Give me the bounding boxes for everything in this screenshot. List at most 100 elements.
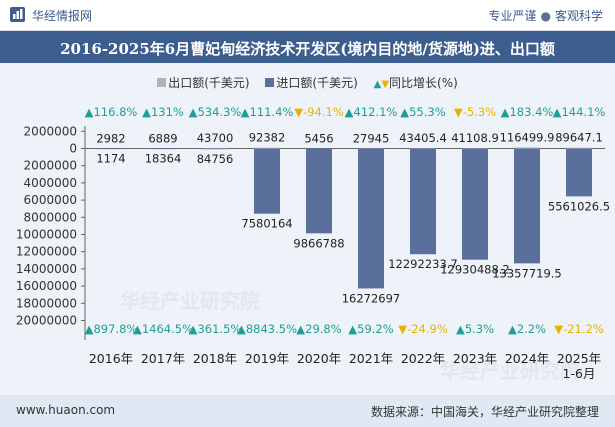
import-bar <box>462 148 488 260</box>
y-tick-label: 2000000 <box>24 159 77 173</box>
import-growth-label: ▲2.2% <box>508 322 546 336</box>
x-tick-label: 2016年 <box>89 351 133 366</box>
chart-legend: 出口额(千美元) 进口额(千美元) ▲▼同比增长(%) <box>0 74 615 91</box>
export-value-label: 116499.9 <box>500 130 555 144</box>
y-tick-label: 6000000 <box>24 193 77 207</box>
x-tick-label: 2023年 <box>453 351 497 366</box>
export-growth-label: ▼-5.3% <box>454 105 496 119</box>
footer-website: www.huaon.com <box>16 403 116 417</box>
import-bar <box>254 148 280 214</box>
export-bar <box>566 147 592 149</box>
export-bar <box>410 148 436 149</box>
slogan-left: 专业严谨 <box>488 9 537 23</box>
watermark-left: 华经产业研究院 <box>120 289 260 313</box>
import-value-label: 13357719.5 <box>492 266 562 280</box>
brand-logo-icon <box>10 7 25 22</box>
export-value-label: 43405.4 <box>399 131 447 145</box>
import-bar <box>150 148 176 150</box>
x-tick-label: 2024年 <box>505 351 549 366</box>
export-bar <box>202 148 228 149</box>
export-value-label: 92382 <box>249 131 286 145</box>
y-tick-label: 8000000 <box>24 210 77 224</box>
import-value-label: 1174 <box>96 152 125 166</box>
export-growth-label: ▼-94.1% <box>294 105 344 119</box>
legend-export-label: 出口额(千美元) <box>168 76 250 90</box>
y-tick-label: 10000000 <box>16 228 77 242</box>
legend-export: 出口额(千美元) <box>157 76 250 90</box>
import-growth-label: ▲29.8% <box>296 322 341 336</box>
export-growth-label: ▲144.1% <box>553 105 606 119</box>
export-growth-label: ▲55.3% <box>400 105 445 119</box>
import-value-label: 12930488.2 <box>440 263 510 277</box>
down-triangle-icon: ▼ <box>381 79 390 90</box>
import-bar <box>202 148 228 150</box>
watermark-right: 华经产业研究院 <box>440 359 580 383</box>
top-bar: 华经情报网 专业严谨 ● 客观科学 <box>0 0 615 31</box>
import-growth-label: ▲1464.5% <box>133 322 193 336</box>
x-tick-label: 2017年 <box>141 351 185 366</box>
export-value-label: 5456 <box>304 131 333 145</box>
export-value-label: 41108.9 <box>451 131 499 145</box>
legend-import: 进口额(千美元) <box>265 76 358 90</box>
import-bar <box>410 148 436 255</box>
export-growth-label: ▲534.3% <box>189 105 242 119</box>
export-growth-label: ▲183.4% <box>501 105 554 119</box>
slogan-right: 客观科学 <box>554 9 603 23</box>
export-growth-label: ▲412.1% <box>345 105 398 119</box>
import-bar <box>358 148 384 289</box>
import-growth-label: ▲8843.5% <box>237 322 297 336</box>
import-value-label: 16272697 <box>342 291 401 305</box>
export-value-label: 43700 <box>197 131 234 145</box>
import-growth-label: ▲897.8% <box>85 322 138 336</box>
export-bar <box>462 148 488 149</box>
title-bar: 2016-2025年6月曹妃甸经济技术开发区(境内目的地/货源地)进、出口额 <box>0 31 615 63</box>
export-bar <box>514 147 540 149</box>
brand-name: 华经情报网 <box>32 9 93 23</box>
import-value-label: 5561026.5 <box>548 199 610 213</box>
import-bar <box>98 148 124 150</box>
export-bar <box>254 147 280 149</box>
y-tick-label: 4000000 <box>24 176 77 190</box>
y-tick-label: 18000000 <box>16 296 77 310</box>
footer: www.huaon.com 数据来源：中国海关，华经产业研究院整理 <box>0 395 615 427</box>
import-value-label: 18364 <box>145 152 182 166</box>
export-growth-label: ▲116.8% <box>85 105 138 119</box>
import-growth-label: ▼-21.2% <box>554 322 604 336</box>
import-value-label: 7580164 <box>241 217 292 231</box>
x-tick-label: 2022年 <box>401 351 445 366</box>
import-value-label: 9866788 <box>293 236 344 250</box>
x-tick-label: 1-6月 <box>563 366 596 381</box>
export-growth-label: ▲111.4% <box>241 105 294 119</box>
y-tick-label: 16000000 <box>16 279 77 293</box>
export-value-label: 6889 <box>148 131 177 145</box>
footer-source: 数据来源：中国海关，华经产业研究院整理 <box>370 405 599 419</box>
up-triangle-icon: ▲ <box>373 79 382 90</box>
slogan-separator: ● <box>540 9 551 23</box>
legend-export-swatch <box>157 78 167 87</box>
import-bar <box>306 148 332 234</box>
legend-growth: ▲▼同比增长(%) <box>374 76 458 90</box>
import-growth-label: ▲5.3% <box>456 322 494 336</box>
x-tick-label: 2025年 <box>557 351 601 366</box>
legend-import-label: 进口额(千美元) <box>276 76 358 90</box>
export-value-label: 89647.1 <box>555 131 603 145</box>
y-tick-label: 0 <box>69 142 77 156</box>
import-bar <box>514 148 540 264</box>
chart-plot: 2000000020000004000000600000080000001000… <box>16 105 610 381</box>
y-tick-label: 2000000 <box>24 124 77 138</box>
chart-title: 2016-2025年6月曹妃甸经济技术开发区(境内目的地/货源地)进、出口额 <box>60 40 555 58</box>
import-growth-label: ▲361.5% <box>189 322 242 336</box>
import-value-label: 84756 <box>197 152 234 166</box>
x-tick-label: 2020年 <box>297 351 341 366</box>
legend-growth-label: 同比增长(%) <box>389 76 458 90</box>
import-value-label: 12292233.7 <box>388 257 458 271</box>
x-tick-label: 2018年 <box>193 351 237 366</box>
y-tick-label: 20000000 <box>16 314 77 328</box>
y-tick-label: 14000000 <box>16 262 77 276</box>
legend-import-swatch <box>265 78 275 87</box>
slogan: 专业严谨 ● 客观科学 <box>488 7 603 24</box>
export-value-label: 2982 <box>96 131 125 145</box>
x-tick-label: 2019年 <box>245 351 289 366</box>
import-growth-label: ▼-24.9% <box>398 322 448 336</box>
